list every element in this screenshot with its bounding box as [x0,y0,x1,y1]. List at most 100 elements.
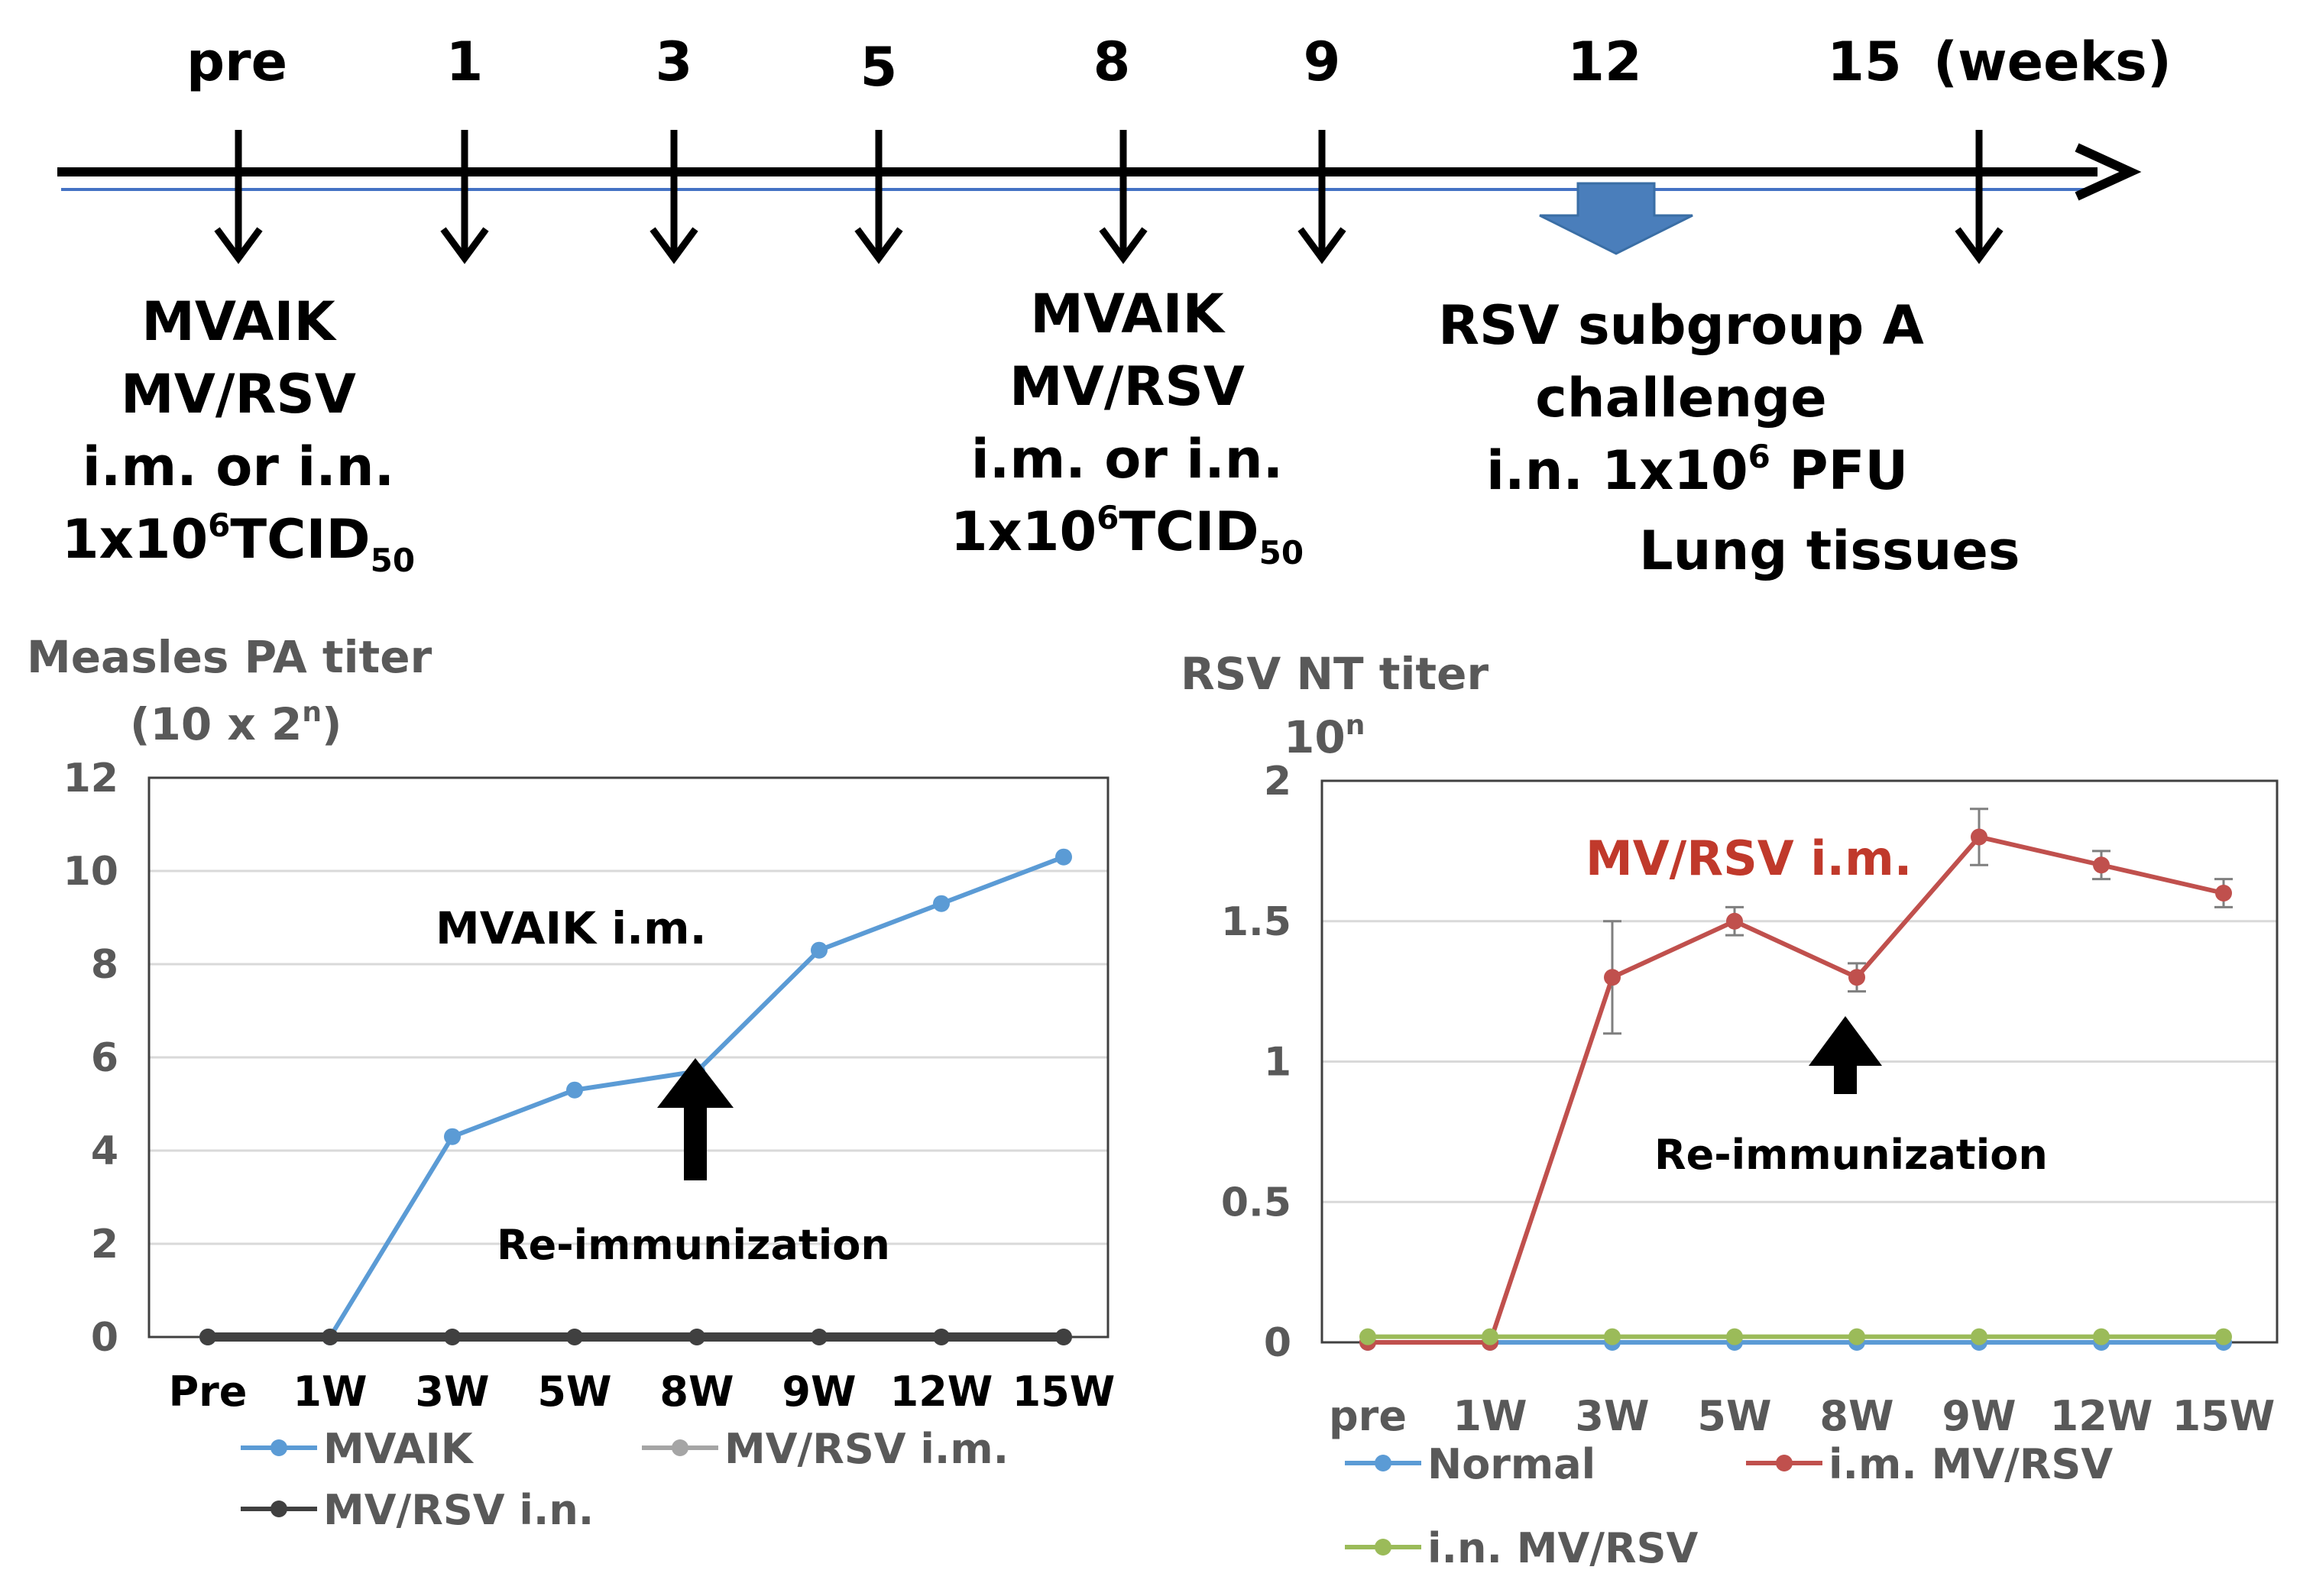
challenge-arrow [1539,182,1693,255]
c2-y-tick-label: 1 [1264,1040,1291,1086]
c1-y-tick-label: 12 [63,756,118,801]
chart2-y-ticks: 0 0.5 1 1.5 2 [1221,759,1291,1366]
tick-arrow-pre [214,130,263,264]
week-label-12: 12 [1567,31,1641,93]
c1-y-tick-label: 4 [91,1128,118,1174]
challenge-dose: i.n. 1x106 PFU [1486,438,1908,502]
c2-data-point [2093,1328,2110,1345]
c1-y-tick-label: 8 [91,942,118,988]
imm1-dose: 1x106TCID50 [62,507,415,579]
c2-y-tick-label: 0.5 [1221,1180,1291,1225]
c2-legend-label: Normal [1427,1440,1595,1488]
c2-data-point [1482,1328,1498,1345]
chart1-reimmunization-label: Re-immunization [497,1221,890,1269]
c2-y-tick-label: 0 [1264,1320,1291,1366]
c1-x-tick-label: 12W [890,1368,993,1416]
c1-series-line-0 [208,854,1065,1339]
chart2-ylabel-line1: RSV NT titer [1181,648,1489,700]
week-label-9: 9 [1304,31,1341,93]
c1-data-point [811,941,828,959]
chart1-y-ticks: 0 2 4 6 8 10 12 [63,756,118,1361]
c1-x-tick-label: 15W [1012,1368,1116,1416]
c2-data-point [1971,828,1987,846]
c1-y-tick-label: 6 [91,1035,118,1081]
c2-data-point [2093,856,2110,874]
chart1-ylabel-line1: Measles PA titer [27,631,432,683]
tick-arrow-1 [440,130,489,264]
c1-x-tick-label: 8W [659,1368,734,1416]
c2-data-point [1604,1328,1621,1345]
challenge-line2: challenge [1535,367,1826,429]
timeline-arrowhead [2075,143,2142,201]
c2-legend-marker [1375,1455,1391,1471]
c1-x-tick-label: 3W [415,1368,489,1416]
c2-legend-marker [1776,1455,1793,1471]
c2-x-tick-label: 9W [1942,1392,2016,1440]
week-label-1: 1 [446,31,484,93]
c1-data-point [322,1329,339,1345]
c1-x-tick-label: 1W [293,1368,367,1416]
timeline-tick-arrows [214,130,2004,264]
c2-legend-label: i.n. MV/RSV [1427,1524,1699,1572]
imm1-line2: MV/RSV [121,363,356,426]
c2-y-tick-label: 1.5 [1221,899,1291,945]
c2-data-point [2215,885,2232,902]
c1-data-point [199,1329,216,1345]
chart1-series [199,848,1072,1345]
week-label-15: 15 [1827,31,1901,93]
chart2-legend: Normal i.m. MV/RSV i.n. MV/RSV [1345,1440,2113,1572]
c2-x-tick-label: 5W [1697,1392,1771,1440]
chart2-ylabel-line2: 10n [1284,710,1365,763]
imm2-line1: MVAIK [1030,283,1226,345]
c1-y-tick-label: 2 [91,1222,118,1267]
timeline: pre 1 3 5 8 9 12 15 (weeks) MVAIK MV/RSV… [57,31,2172,582]
c2-legend-label: i.m. MV/RSV [1829,1440,2113,1488]
c2-data-point [1848,969,1865,986]
c1-data-point [1055,1329,1072,1345]
c2-x-tick-label: 3W [1575,1392,1649,1440]
chart2-reimmunization-label: Re-immunization [1654,1131,2048,1179]
c1-legend-marker [270,1500,287,1517]
chart-rsv: RSV NT titer 10n 0 0.5 1 1.5 2 pre 1W 3W 5W 8W 9W… [1181,648,2279,1572]
c1-x-tick-label: Pre [169,1368,248,1416]
c1-data-point [444,1128,461,1145]
c2-x-tick-label: pre [1329,1392,1407,1440]
c2-x-tick-label: 12W [2050,1392,2153,1440]
tick-arrow-3 [650,130,698,264]
c1-data-point [566,1081,583,1099]
chart1-gridlines [149,869,1108,1245]
tick-arrow-5 [854,130,903,264]
c1-x-tick-label: 9W [782,1368,856,1416]
chart2-gridlines [1322,920,2277,1203]
c2-data-point [1726,1328,1743,1345]
c2-data-point [1604,969,1621,986]
chart1-ylabel-line2: (10 x 2n) [130,697,342,750]
c2-data-point [1726,912,1743,930]
tick-arrow-15 [1955,130,2004,264]
c2-series-line-1 [1368,834,2224,1345]
chart2-series-annotation: MV/RSV i.m. [1586,830,1912,886]
chart-measles: Measles PA titer (10 x 2n) 0 2 4 6 8 10 12 Pre… [27,631,1115,1534]
c2-x-tick-label: 8W [1819,1392,1893,1440]
immunization-1-block: MVAIK MV/RSV i.m. or i.n. 1x106TCID50 [62,290,415,579]
c1-data-point [566,1329,583,1345]
week-label-8: 8 [1093,31,1131,93]
immunization-2-block: MVAIK MV/RSV i.m. or i.n. 1x106TCID50 [951,283,1304,571]
c1-data-point [688,1329,705,1345]
c2-x-tick-label: 1W [1453,1392,1527,1440]
c1-y-tick-label: 0 [91,1315,118,1361]
c2-legend-marker [1375,1539,1391,1556]
c1-data-point [933,1329,950,1345]
challenge-line4: Lung tissues [1639,520,2020,582]
week-label-pre: pre [186,31,287,93]
chart2-x-ticks: pre 1W 3W 5W 8W 9W 12W 15W [1329,1392,2275,1440]
week-label-3: 3 [656,31,693,93]
chart1-legend: MVAIK MV/RSV i.m. MV/RSV i.n. [241,1425,1009,1534]
imm2-line3: i.m. or i.n. [971,428,1283,490]
chart1-series-annotation: MVAIK i.m. [436,902,707,954]
c2-data-point [1359,1328,1376,1345]
imm1-line1: MVAIK [141,290,337,353]
chart2-reimmunization-arrow [1809,1016,1882,1094]
imm1-line3: i.m. or i.n. [83,435,394,498]
imm2-dose: 1x106TCID50 [951,499,1304,571]
